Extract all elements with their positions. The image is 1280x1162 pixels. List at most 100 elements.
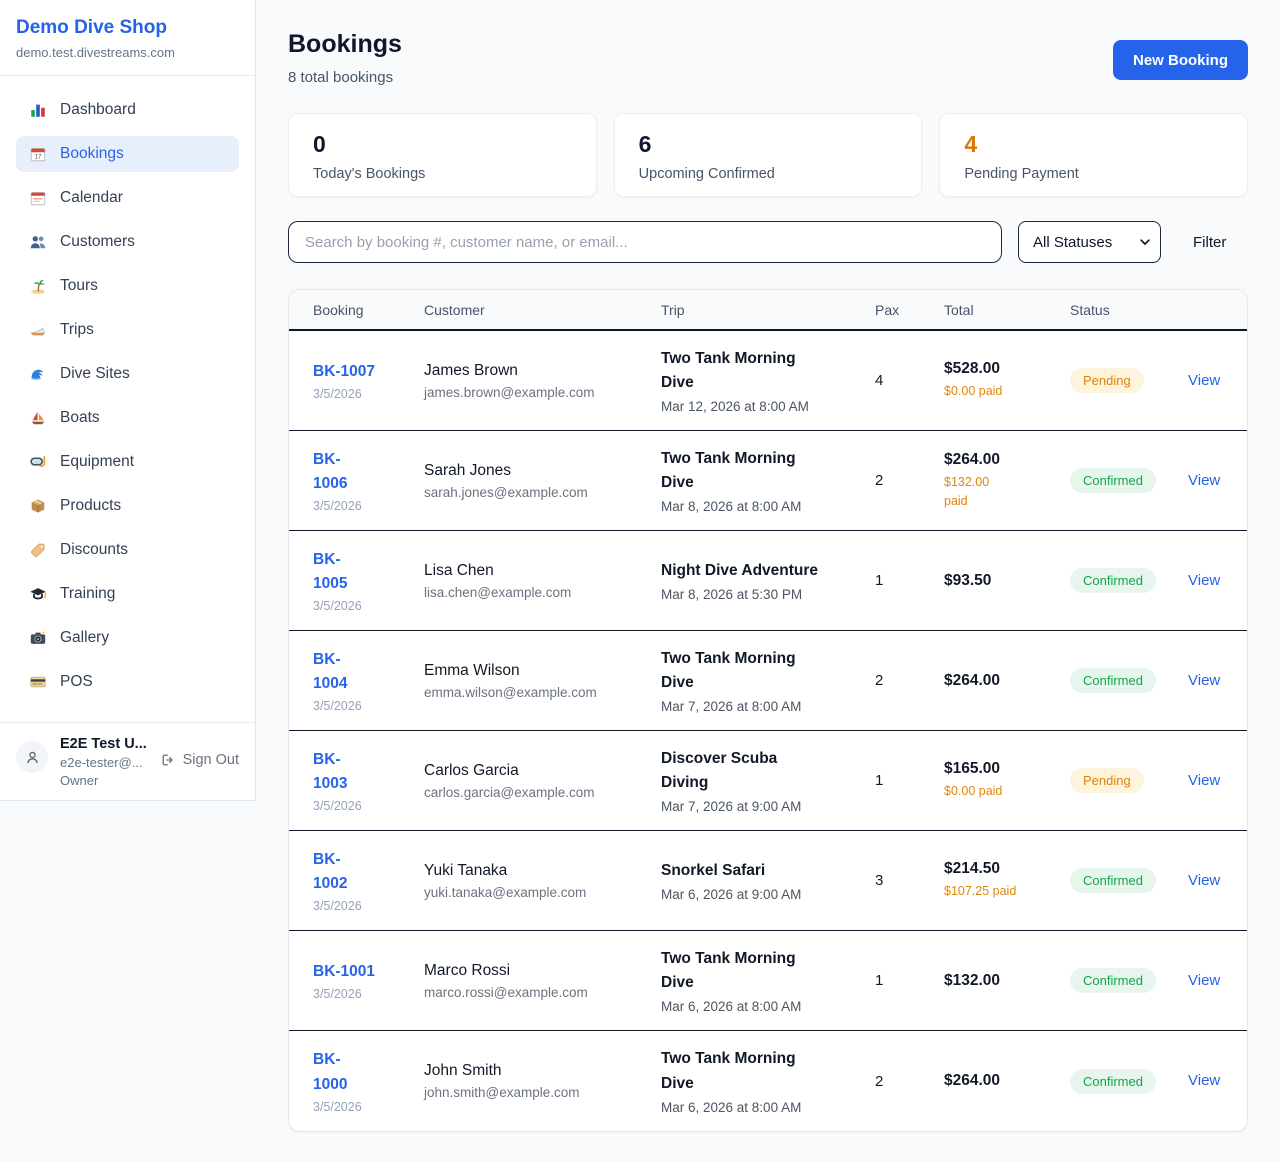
equipment-icon [29, 453, 47, 471]
customer-email: carlos.garcia@example.com [424, 784, 595, 800]
products-icon [29, 497, 47, 515]
sidebar-item-equipment[interactable]: Equipment [16, 444, 239, 480]
sidebar-item-tours[interactable]: Tours [16, 268, 239, 304]
table-row: BK-1007 3/5/2026 James Brown james.brown… [289, 331, 1247, 431]
trip-name: Night Dive Adventure [661, 561, 819, 579]
status-filter-select[interactable]: All Statuses [1018, 221, 1161, 263]
sidebar-item-trips[interactable]: Trips [16, 312, 239, 348]
filter-button[interactable]: Filter [1179, 234, 1240, 251]
table-row: BK- 1000 3/5/2026 John Smith john.smith@… [289, 1031, 1247, 1131]
pax-count: 2 [875, 1072, 884, 1090]
user-icon [24, 749, 41, 766]
sidebar-item-label: Discounts [60, 541, 129, 558]
total-amount: $214.50 [944, 860, 1001, 878]
pax-count: 1 [875, 772, 884, 789]
customer-name: Marco Rossi [424, 961, 511, 979]
customer-email: john.smith@example.com [424, 1085, 580, 1100]
stat-value: 4 [964, 131, 978, 157]
status-badge: Confirmed [1070, 868, 1156, 893]
sidebar-item-discounts[interactable]: Discounts [16, 532, 239, 568]
sidebar-item-boats[interactable]: Boats [16, 400, 239, 436]
trip-name: Two Tank Morning Dive [661, 949, 796, 991]
user-name: E2E Test U... [60, 736, 147, 752]
trip-name: Two Tank Morning Dive [661, 649, 796, 691]
trip-name: Two Tank Morning Dive [661, 1050, 796, 1092]
view-link[interactable]: View [1188, 1072, 1221, 1089]
customer-email: marco.rossi@example.com [424, 984, 588, 1000]
booking-link[interactable]: BK-1007 [313, 362, 376, 380]
view-link[interactable]: View [1188, 671, 1221, 689]
sidebar-item-dashboard[interactable]: Dashboard [16, 92, 239, 128]
sidebar-item-label: Gallery [60, 629, 110, 646]
sidebar-item-label: Bookings [60, 145, 124, 162]
new-booking-button[interactable]: New Booking [1112, 40, 1248, 80]
booking-link[interactable]: BK-1001 [313, 962, 376, 980]
pos-icon [29, 673, 47, 691]
booking-link[interactable]: BK- 1000 [313, 1051, 348, 1093]
sidebar-nav: Dashboard Bookings Calendar Customers To… [0, 76, 255, 722]
sidebar-item-customers[interactable]: Customers [16, 224, 239, 260]
customer-email: emma.wilson@example.com [424, 684, 597, 700]
trip-name: Snorkel Safari [661, 861, 766, 879]
col-header-status: Status [1070, 301, 1110, 318]
pax-count: 1 [875, 972, 884, 989]
bookings-icon [29, 145, 47, 163]
table-header: Booking Customer Trip Pax Total Status [289, 290, 1247, 331]
search-input[interactable] [288, 221, 1002, 263]
sidebar-item-training[interactable]: Training [16, 576, 239, 612]
customer-email: lisa.chen@example.com [424, 584, 572, 600]
pax-count: 2 [875, 472, 884, 489]
view-link[interactable]: View [1188, 471, 1221, 489]
status-badge: Confirmed [1070, 968, 1156, 993]
booking-link[interactable]: BK- 1002 [313, 850, 348, 892]
calendar-icon [29, 189, 47, 207]
trip-datetime: Mar 8, 2026 at 5:30 PM [661, 587, 803, 602]
customer-name: Lisa Chen [424, 561, 494, 579]
trip-name: Two Tank Morning Dive [661, 449, 796, 491]
total-amount: $132.00 [944, 971, 1001, 989]
booking-link[interactable]: BK- 1005 [313, 550, 348, 592]
customer-email: james.brown@example.com [424, 384, 595, 400]
sidebar-item-label: Equipment [60, 453, 135, 470]
view-link[interactable]: View [1188, 771, 1221, 789]
sidebar-item-gallery[interactable]: Gallery [16, 620, 239, 656]
customer-name: John Smith [424, 1062, 502, 1079]
trip-datetime: Mar 6, 2026 at 9:00 AM [661, 887, 802, 902]
stat-label: Pending Payment [964, 166, 1079, 182]
paid-amount: $0.00 paid [944, 784, 1003, 799]
customer-email: yuki.tanaka@example.com [424, 884, 587, 900]
sidebar-item-calendar[interactable]: Calendar [16, 180, 239, 216]
trip-datetime: Mar 7, 2026 at 9:00 AM [661, 799, 802, 815]
page-header: Bookings 8 total bookings New Booking [288, 30, 1248, 86]
stat-label: Today's Bookings [313, 166, 426, 182]
shop-domain: demo.test.divestreams.com [16, 45, 175, 60]
sidebar-item-dive-sites[interactable]: Dive Sites [16, 356, 239, 392]
dive-sites-icon [29, 365, 47, 383]
stat-card-upcoming-confirmed: 6 Upcoming Confirmed [613, 113, 923, 197]
sidebar-item-label: Dashboard [60, 101, 136, 118]
sign-out-button[interactable]: Sign Out [160, 752, 239, 768]
stat-card-todays-bookings: 0 Today's Bookings [288, 113, 597, 197]
view-link[interactable]: View [1188, 871, 1221, 889]
paid-amount: $107.25 paid [944, 884, 1017, 899]
sidebar-item-bookings[interactable]: Bookings [16, 136, 239, 172]
view-link[interactable]: View [1188, 371, 1221, 389]
col-header-pax: Pax [875, 301, 900, 318]
sidebar-item-products[interactable]: Products [16, 488, 239, 524]
sidebar-item-label: Products [60, 497, 122, 514]
sidebar-item-pos[interactable]: POS [16, 664, 239, 700]
total-amount: $165.00 [944, 760, 1001, 778]
pax-count: 2 [875, 672, 884, 689]
sidebar-item-label: Calendar [60, 189, 123, 206]
trip-datetime: Mar 8, 2026 at 8:00 AM [661, 499, 802, 515]
booking-link[interactable]: BK- 1003 [313, 750, 348, 792]
booking-date: 3/5/2026 [313, 1099, 362, 1114]
stat-label: Upcoming Confirmed [638, 166, 775, 182]
pax-count: 1 [875, 572, 884, 589]
view-link[interactable]: View [1188, 571, 1221, 589]
booking-link[interactable]: BK- 1004 [313, 650, 348, 692]
booking-link[interactable]: BK- 1006 [313, 450, 348, 492]
stat-card-pending-payment: 4 Pending Payment [939, 113, 1249, 197]
view-link[interactable]: View [1188, 971, 1221, 989]
customer-name: Sarah Jones [424, 461, 512, 479]
